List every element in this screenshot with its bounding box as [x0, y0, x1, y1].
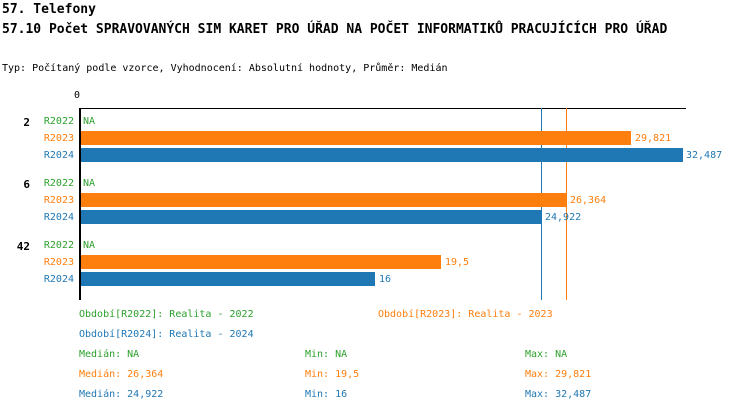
axis-origin-label: 0 [74, 90, 81, 101]
legend-median-r2022: Medián: NA [79, 349, 140, 360]
bar-r2023[interactable] [81, 255, 441, 269]
chart-plot-area: 0 2 R2022 NA R2023 29,821 R2024 32,487 6… [0, 90, 750, 300]
legend-min-r2023: Min: 19,5 [305, 369, 360, 380]
legend-max-r2022: Max: NA [525, 349, 568, 360]
section-heading: 57. Telefony [2, 2, 96, 17]
series-label-r2023: R2023 [43, 195, 74, 206]
bar-r2024[interactable] [81, 148, 683, 162]
bar-value-na: NA [83, 178, 96, 189]
bar-r2023[interactable] [81, 131, 631, 145]
bar-r2024[interactable] [81, 210, 541, 224]
page-title: 57.10 Počet SPRAVOVANÝCH SIM KARET PRO Ú… [2, 22, 668, 37]
bar-value-label: 26,364 [570, 195, 607, 206]
bar-r2023[interactable] [81, 193, 566, 207]
series-label-r2023: R2023 [43, 257, 74, 268]
legend-min-r2024: Min: 16 [305, 389, 348, 400]
axis-top-line [79, 108, 686, 109]
axis-vertical-line [79, 108, 81, 300]
bar-value-label: 32,487 [686, 150, 723, 161]
bar-value-label: 24,922 [545, 212, 582, 223]
bar-value-label: 19,5 [445, 257, 470, 268]
category-label: 42 [16, 240, 30, 253]
series-label-r2022: R2022 [43, 240, 74, 251]
series-label-r2022: R2022 [43, 116, 74, 127]
legend-median-r2023: Medián: 26,364 [79, 369, 164, 380]
legend-period-r2022: Období[R2022]: Realita - 2022 [79, 309, 254, 320]
bar-value-label: 16 [379, 274, 392, 285]
median-line-r2023 [566, 108, 567, 300]
bar-value-na: NA [83, 116, 96, 127]
category-label: 6 [23, 178, 30, 191]
legend-median-r2024: Medián: 24,922 [79, 389, 164, 400]
bar-value-label: 29,821 [635, 133, 672, 144]
legend-period-r2023: Období[R2023]: Realita - 2023 [378, 309, 553, 320]
chart-subtitle: Typ: Počítaný podle vzorce, Vyhodnocení:… [2, 63, 448, 74]
series-label-r2024: R2024 [43, 150, 74, 161]
legend-period-r2024: Období[R2024]: Realita - 2024 [79, 329, 254, 340]
legend-max-r2024: Max: 32,487 [525, 389, 592, 400]
legend-min-r2022: Min: NA [305, 349, 348, 360]
bar-value-na: NA [83, 240, 96, 251]
series-label-r2022: R2022 [43, 178, 74, 189]
category-label: 2 [23, 116, 30, 129]
legend-max-r2023: Max: 29,821 [525, 369, 592, 380]
chart-legend: Období[R2022]: Realita - 2022 Období[R20… [0, 300, 750, 414]
bar-r2024[interactable] [81, 272, 375, 286]
series-label-r2023: R2023 [43, 133, 74, 144]
series-label-r2024: R2024 [43, 212, 74, 223]
series-label-r2024: R2024 [43, 274, 74, 285]
